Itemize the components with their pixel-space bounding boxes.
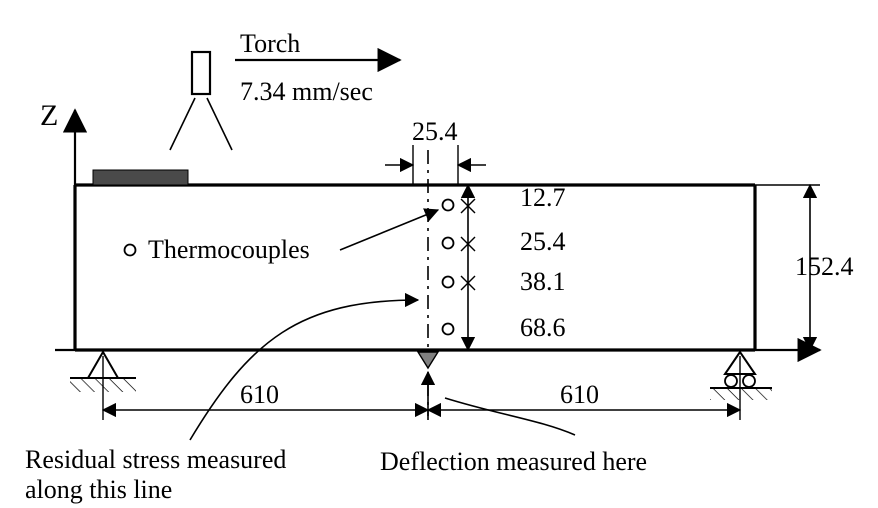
torch-flare-right — [207, 98, 232, 150]
thermocouple-3 — [443, 277, 454, 288]
z-axis-label: Z — [40, 99, 58, 132]
torch-flare-left — [170, 98, 195, 150]
thermocouple-4 — [443, 324, 454, 335]
tc-spacing-3: 38.1 — [520, 267, 566, 296]
residual-label-2: along this line — [25, 475, 172, 504]
thermocouple-2 — [443, 238, 454, 249]
dim-top-label: 25.4 — [412, 117, 458, 146]
deflection-marker — [418, 352, 438, 368]
weld-rect — [93, 170, 188, 185]
dim-bot-left-label: 610 — [240, 380, 279, 409]
tc-leader — [340, 210, 438, 250]
dim-right-label: 152.4 — [795, 252, 854, 281]
thermocouple-1 — [443, 200, 454, 211]
torch-body — [192, 52, 210, 94]
tc-spacing-1: 12.7 — [520, 183, 566, 212]
deflection-leader — [445, 398, 575, 435]
tc-spacing-2: 25.4 — [520, 227, 566, 256]
torch-label: Torch — [240, 29, 300, 58]
thermocouples-label: Thermocouples — [148, 235, 310, 264]
residual-leader — [190, 300, 418, 440]
residual-label-1: Residual stress measured — [25, 445, 286, 474]
tc-spacing-4: 68.6 — [520, 313, 566, 342]
torch-speed-label: 7.34 mm/sec — [240, 77, 373, 106]
deflection-label: Deflection measured here — [380, 447, 647, 476]
support-roller-right — [710, 352, 772, 400]
dim-bot-right-label: 610 — [560, 380, 599, 409]
legend-circle — [125, 245, 136, 256]
